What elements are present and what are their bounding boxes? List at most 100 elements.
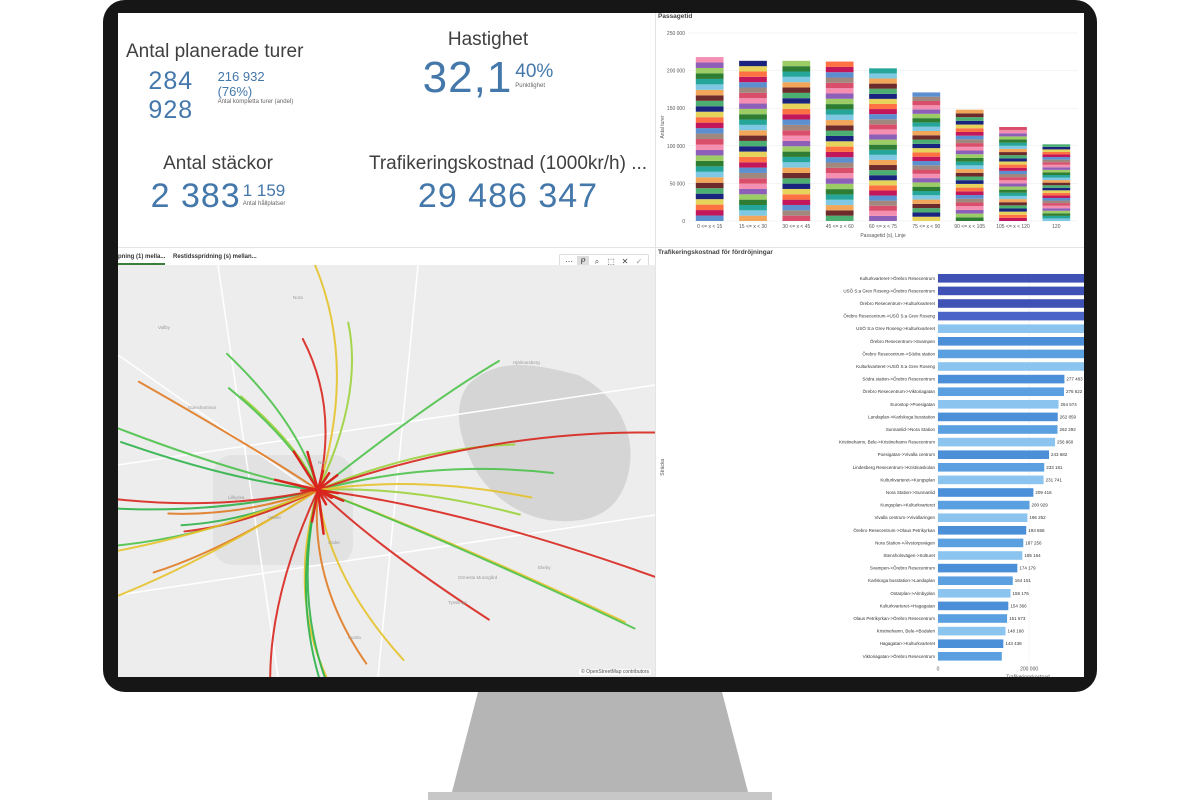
bar-segment	[825, 157, 854, 163]
close-icon[interactable]: ✕	[621, 257, 629, 266]
bar	[938, 337, 1084, 346]
bar-segment	[825, 93, 854, 99]
bar-segment	[869, 165, 897, 171]
bar-segment	[1042, 162, 1071, 165]
bar-segment	[695, 149, 724, 156]
bar-segment	[825, 77, 854, 83]
tab-restidsspridning[interactable]: Restidsspridning (s) mellan...	[173, 254, 257, 260]
bar-segment	[825, 151, 854, 158]
bar-segment	[1042, 149, 1071, 152]
bar-segment	[782, 76, 811, 83]
bar-segment	[825, 135, 854, 142]
bar-segment	[739, 135, 767, 141]
y-tick-label: Kulturkvarteret->USÖ S:a Grev Roseng	[856, 363, 935, 369]
kpi-caption: Antal kompletta turer (andel)	[217, 99, 294, 105]
bar-segment	[739, 103, 767, 109]
bar-segment	[999, 170, 1027, 174]
bar-segment	[739, 204, 767, 211]
bar-segment	[1042, 192, 1071, 196]
bar-segment	[825, 98, 854, 105]
kpi-title: Antal stäckor	[163, 153, 273, 174]
route-line	[118, 489, 319, 511]
bar-segment	[739, 87, 767, 93]
bar-segment	[869, 103, 897, 110]
bar-segment	[869, 119, 897, 125]
y-tick-label: Karlskoga busstation->Landaplan	[868, 578, 935, 583]
bar-segment	[782, 210, 811, 216]
tab-first[interactable]: pning (1) mella...	[118, 254, 166, 265]
x-axis-label: Trafikeringskostnad	[1006, 675, 1050, 677]
bar-segment	[825, 61, 854, 67]
bar-segment	[869, 109, 897, 115]
bar-segment	[739, 178, 767, 184]
chart-title: Passagetid	[658, 13, 693, 20]
stacked-bar-chart: 0 50 000 100 000 150 000 200 000 250 000 0 <= …	[660, 31, 1078, 239]
bar-segment	[955, 217, 984, 221]
route-line	[317, 488, 521, 516]
bar-segment	[869, 134, 897, 140]
route-line	[316, 488, 345, 503]
bar-segment	[955, 202, 984, 207]
search-icon[interactable]: ⌕	[594, 257, 600, 266]
bar	[938, 639, 1004, 648]
more-icon[interactable]: ⋯	[565, 257, 573, 266]
bar-segment	[782, 92, 811, 99]
bar-segment	[1042, 215, 1071, 219]
bar-segment	[739, 151, 767, 157]
bar-segment	[782, 162, 811, 168]
bar-segment	[912, 173, 941, 179]
bar-segment	[869, 129, 897, 135]
y-tick-label: Kristinehamn, Bele->Kristinehamn Resecen…	[839, 440, 935, 445]
bar-segment	[782, 183, 811, 189]
bar-segment	[999, 133, 1027, 137]
kpi-value: 32,1	[422, 53, 513, 102]
bar-segment	[825, 205, 854, 211]
bar-segment	[1042, 213, 1071, 216]
bar-segment	[739, 156, 767, 163]
route-line	[273, 478, 320, 492]
bar	[938, 324, 1084, 333]
bar-segment	[955, 157, 984, 162]
bar-segment	[739, 98, 767, 104]
bar-segment	[695, 128, 724, 134]
bar-segment	[869, 190, 897, 196]
bar-segment	[695, 139, 724, 145]
route-line	[304, 489, 320, 677]
select-icon[interactable]: ⬚	[607, 257, 615, 266]
bar-segment	[695, 160, 724, 167]
bar-segment	[955, 172, 984, 177]
bar-segment	[739, 76, 767, 83]
bar	[938, 551, 1023, 560]
data-label: 151 673	[1009, 616, 1026, 621]
bar-segment	[1042, 208, 1071, 211]
bar-segment	[739, 162, 767, 168]
bar-segment	[739, 66, 767, 72]
bar	[938, 475, 1044, 485]
bar-segment	[869, 205, 897, 211]
bar-segment	[955, 124, 984, 129]
kpi-speed: Hastighet 32,1 40% Punktlighet	[398, 29, 578, 103]
bar-segment	[739, 114, 767, 120]
bar-segment	[869, 83, 897, 89]
bar-segment	[999, 217, 1027, 221]
check-icon[interactable]: ✓	[635, 257, 643, 266]
kpi-caption: Punktlighet	[515, 83, 545, 89]
bar	[938, 425, 1058, 434]
bar-segment	[695, 182, 724, 189]
data-label: 264 574	[1061, 402, 1078, 407]
map-label: Ormesta Murargård	[458, 575, 498, 580]
bar-segment	[695, 171, 724, 178]
bar-segment	[1042, 177, 1071, 181]
bar-segment	[782, 215, 811, 221]
bar-segment	[869, 139, 897, 145]
bar-segment	[695, 100, 724, 107]
bar-segment	[782, 60, 811, 67]
map-label: Lillkyrka	[228, 495, 245, 500]
kpi-value: 29 486 347	[417, 177, 599, 215]
bar-segment	[695, 84, 724, 90]
bar-segment	[869, 195, 897, 201]
bar-segment	[999, 189, 1027, 193]
route-map[interactable]: Nora Vallby Hjälmarsberg Ormesta Murargå…	[118, 265, 655, 677]
bar-segment	[912, 186, 941, 191]
x-tick-label: 0 <= x < 15	[697, 224, 722, 230]
